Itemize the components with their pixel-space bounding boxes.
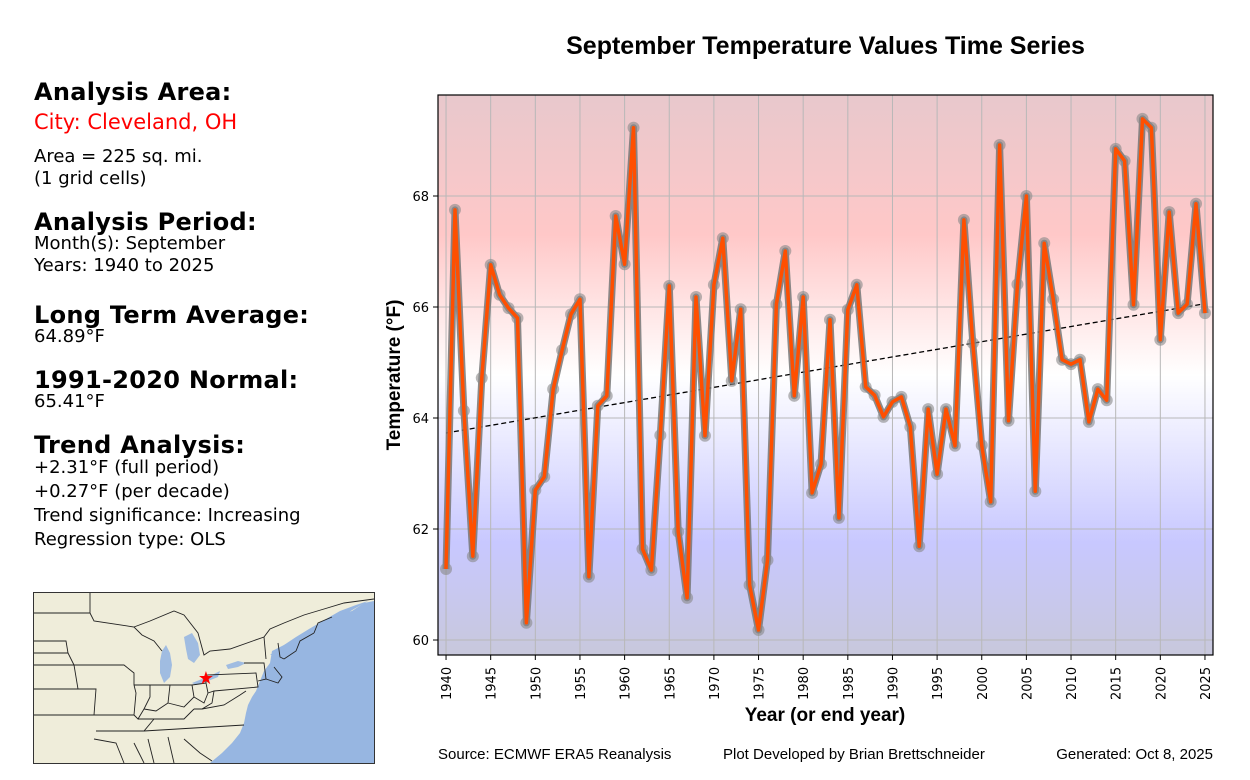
footer-source: Source: ECMWF ERA5 Reanalysis [438,746,672,763]
trend-full-period: +2.31°F (full period) [34,457,220,478]
st-lawrence [270,601,368,655]
y-tick-label: 60 [412,634,429,649]
lake-michigan [160,645,172,683]
x-tick-label: 2010 [1065,667,1080,700]
x-tick-label: 1960 [619,667,634,700]
x-tick-label: 1955 [574,667,589,700]
x-tick-label: 1940 [440,667,455,700]
state-borders [34,593,374,763]
x-tick-label: 1965 [663,667,678,700]
footer-generated: Generated: Oct 8, 2025 [1056,746,1213,763]
x-axis-label: Year (or end year) [745,705,906,726]
analysis-area-heading: Analysis Area: [34,78,232,106]
x-tick-label: 1990 [886,667,901,700]
map-graphic: ★ [34,593,374,763]
data-point [1198,307,1211,320]
x-tick-label: 2005 [1020,667,1035,700]
lake-ontario [226,661,246,669]
area-size: Area = 225 sq. mi. [34,146,203,167]
x-tick-label: 2015 [1110,667,1125,700]
trend-significance: Trend significance: Increasing [34,505,301,526]
normal-value: 65.41°F [34,391,105,412]
y-tick-label: 62 [412,523,429,538]
x-tick-label: 1985 [842,667,857,700]
regression-type: Regression type: OLS [34,529,226,550]
chart-title: September Temperature Values Time Series [566,32,1085,60]
grid-cells: (1 grid cells) [34,168,147,189]
x-tick-label: 1995 [931,667,946,700]
y-tick-label: 68 [412,190,429,205]
ocean [210,601,374,763]
trend-analysis-heading: Trend Analysis: [34,431,246,459]
x-axis-ticks: 1940 1945 1950 1955 1960 1965 1970 1975 1980 1985… [440,655,1214,700]
series-line [444,117,1207,632]
y-axis-label: Temperature (°F) [384,300,405,451]
footer-developer: Plot Developed by Brian Brettschneider [723,746,985,763]
months-label: Month(s): September [34,233,226,254]
y-tick-label: 64 [412,412,429,427]
trend-per-decade: +0.27°F (per decade) [34,481,230,502]
x-tick-label: 1980 [797,667,812,700]
long-term-average-value: 64.89°F [34,326,105,347]
normal-heading: 1991-2020 Normal: [34,366,299,394]
x-tick-label: 2020 [1154,667,1169,700]
city-label: City: Cleveland, OH [34,110,238,134]
x-tick-label: 2025 [1199,667,1214,700]
x-tick-label: 1950 [529,667,544,700]
y-axis-ticks: 60 62 64 66 68 [412,190,438,649]
lake-huron [184,633,200,663]
location-map: ★ [33,592,375,764]
x-tick-label: 2000 [976,667,991,700]
y-tick-label: 66 [412,301,429,316]
series-group [440,112,1211,637]
analysis-period-heading: Analysis Period: [34,208,257,236]
plot-frame [437,94,1214,656]
long-term-average-heading: Long Term Average: [34,301,310,329]
x-tick-label: 1975 [753,667,768,700]
city-marker-star-icon: ★ [198,668,214,689]
x-tick-label: 1970 [708,667,723,700]
years-label: Years: 1940 to 2025 [34,255,215,276]
x-tick-label: 1945 [485,667,500,700]
